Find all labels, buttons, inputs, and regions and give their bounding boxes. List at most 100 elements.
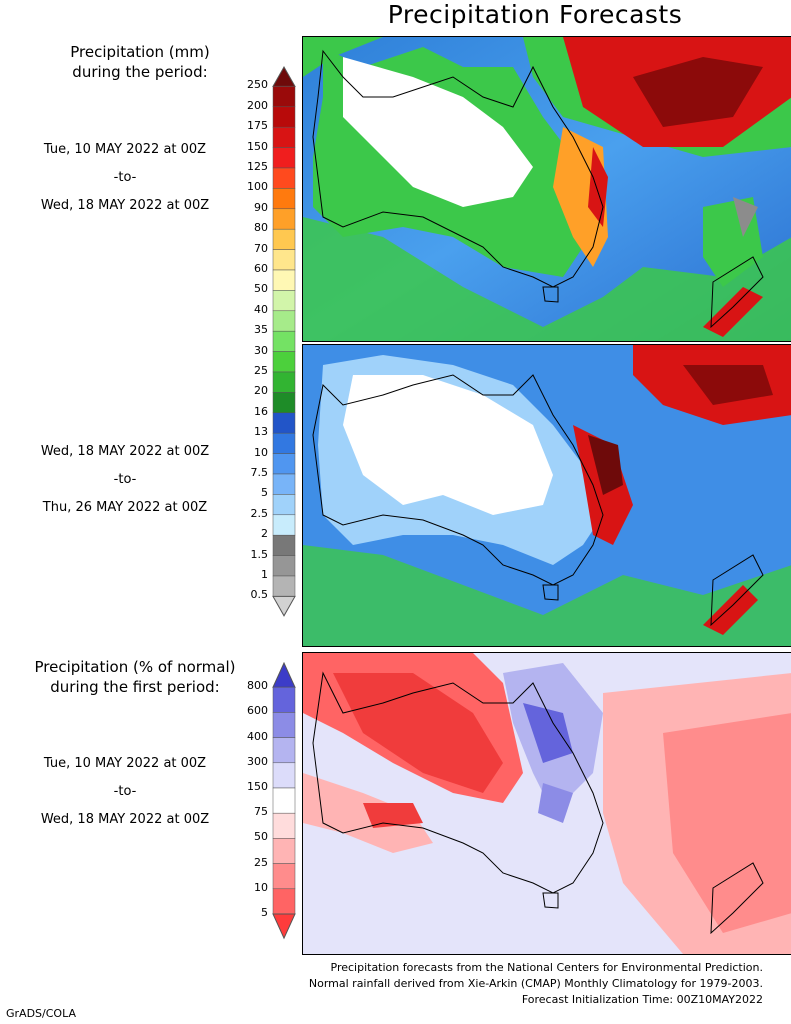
percent-bar-segment	[272, 787, 296, 814]
amount-bar-segment	[272, 106, 296, 128]
amount-scale-label: 35	[254, 323, 268, 337]
amount-bar-segment	[272, 514, 296, 536]
software-credit: GrADS/COLA	[6, 1007, 76, 1020]
amount-bar-segment	[272, 534, 296, 556]
amount-scale-label: 250	[247, 78, 268, 92]
amount-bar-segment	[272, 555, 296, 577]
amount-scale-label: 25	[254, 364, 268, 377]
amount-scale-label: 2	[261, 527, 268, 541]
amount-scale-label: 30	[254, 343, 268, 357]
footer-notes: Precipitation forecasts from the Nationa…	[309, 960, 763, 1008]
percent-bar-segment	[272, 712, 296, 738]
amount-bar-segment	[272, 330, 296, 352]
amount-scale-label: 13	[254, 425, 268, 439]
amount-bar-bottom-cap	[272, 595, 296, 617]
percent-bar-bottom-cap	[272, 913, 296, 940]
amount-scale-label: 70	[254, 241, 268, 255]
amount-bar-segment	[272, 188, 296, 210]
percent-scale-label: 5	[261, 906, 268, 919]
amount-scale-label: 1	[261, 568, 268, 581]
percent-bar-segment	[272, 762, 296, 789]
period2-start: Wed, 18 MAY 2022 at 00Z	[40, 444, 210, 459]
period1-start: Tue, 10 MAY 2022 at 00Z	[43, 142, 207, 157]
amount-scale-label: 40	[254, 302, 268, 316]
amount-bar-segment	[272, 432, 296, 454]
amount-bar-segment	[272, 310, 296, 332]
percent-bar-segment	[272, 812, 296, 839]
amount-bar-segment	[272, 249, 296, 271]
amount-bar-segment	[272, 473, 296, 495]
percent-bar-top-cap	[272, 662, 296, 688]
amount-scale-label: 80	[254, 221, 268, 235]
period3-end: Wed, 18 MAY 2022 at 00Z	[40, 812, 210, 827]
percent-scale-label: 400	[247, 729, 268, 743]
period1-sep: -to-	[113, 170, 137, 185]
page-title: Precipitation Forecasts	[387, 0, 683, 29]
amount-scale-label: 125	[247, 160, 268, 173]
forecast-map-week1	[303, 37, 791, 341]
period3-sep: -to-	[113, 784, 137, 799]
amount-scale-label: 16	[254, 404, 268, 418]
forecast-map-week2	[303, 345, 791, 646]
amount-scale-label: 10	[254, 445, 268, 459]
map-panel-week1	[302, 36, 791, 342]
amount-colorbar	[272, 66, 296, 617]
amount-bar-segment	[272, 269, 296, 291]
footer-line1: Precipitation forecasts from the Nationa…	[330, 961, 764, 974]
map-panel-anomaly	[302, 652, 791, 955]
amount-heading-line1: Precipitation (mm)	[70, 43, 210, 61]
percent-bar-segment	[272, 686, 296, 713]
percent-scale-label: 300	[247, 754, 268, 768]
amount-scale-label: 60	[254, 262, 268, 275]
amount-bar-segment	[272, 392, 296, 414]
anomaly-heading-line2: during the first period:	[50, 678, 220, 696]
percent-scale-label: 75	[254, 805, 268, 819]
anomaly-heading-line1: Precipitation (% of normal)	[34, 658, 236, 676]
percent-bar-segment	[272, 838, 296, 864]
amount-scale-label: 90	[254, 200, 268, 214]
percent-bar-segment	[272, 863, 296, 890]
amount-bar-top-cap	[272, 66, 296, 87]
amount-bar-segment	[272, 86, 296, 108]
anomaly-map	[303, 653, 791, 954]
amount-scale-label: 2.5	[250, 506, 269, 520]
footer-line3: Forecast Initialization Time: 00Z10MAY20…	[521, 993, 763, 1006]
percent-scale-label: 10	[254, 880, 268, 894]
amount-bar-segment	[272, 126, 296, 148]
amount-bar-segment	[272, 371, 296, 393]
percent-scale-label: 150	[247, 780, 268, 793]
amount-bar-segment	[272, 453, 296, 475]
amount-heading: Precipitation (mm) during the period:	[30, 42, 250, 82]
period1-end: Wed, 18 MAY 2022 at 00Z	[40, 198, 210, 213]
amount-heading-line2: during the period:	[72, 63, 208, 81]
amount-scale-label: 20	[254, 384, 268, 398]
amount-scale-label: 1.5	[250, 547, 269, 561]
percent-scale-label: 800	[247, 679, 268, 693]
amount-bar-segment	[272, 494, 296, 516]
percent-bar-segment	[272, 737, 296, 764]
amount-scale-label: 100	[247, 180, 268, 194]
percent-scale-label: 50	[254, 830, 268, 844]
amount-scale-label: 150	[247, 139, 268, 153]
anomaly-heading: Precipitation (% of normal) during the f…	[10, 657, 260, 697]
amount-bar-segment	[272, 290, 296, 312]
amount-bar-segment	[272, 147, 296, 169]
amount-scale-label: 50	[254, 282, 268, 296]
percent-scale-label: 600	[247, 704, 268, 718]
amount-scale-label: 200	[247, 98, 268, 112]
period2-sep: -to-	[113, 472, 137, 487]
footer-line2: Normal rainfall derived from Xie-Arkin (…	[308, 977, 763, 990]
amount-scale-label: 0.5	[250, 588, 269, 602]
percent-bar-segment	[272, 888, 296, 915]
amount-scale-label: 5	[261, 486, 268, 500]
map-panel-week2	[302, 344, 791, 647]
amount-bar-segment	[272, 351, 296, 373]
amount-bar-segment	[272, 412, 296, 434]
amount-bar-segment	[272, 167, 296, 189]
amount-bar-segment	[272, 575, 296, 597]
amount-scale-label: 7.5	[250, 466, 269, 479]
amount-scale-label: 175	[247, 119, 268, 133]
percent-colorbar	[272, 662, 296, 940]
period3-start: Tue, 10 MAY 2022 at 00Z	[43, 756, 207, 771]
period2-end: Thu, 26 MAY 2022 at 00Z	[42, 500, 208, 515]
